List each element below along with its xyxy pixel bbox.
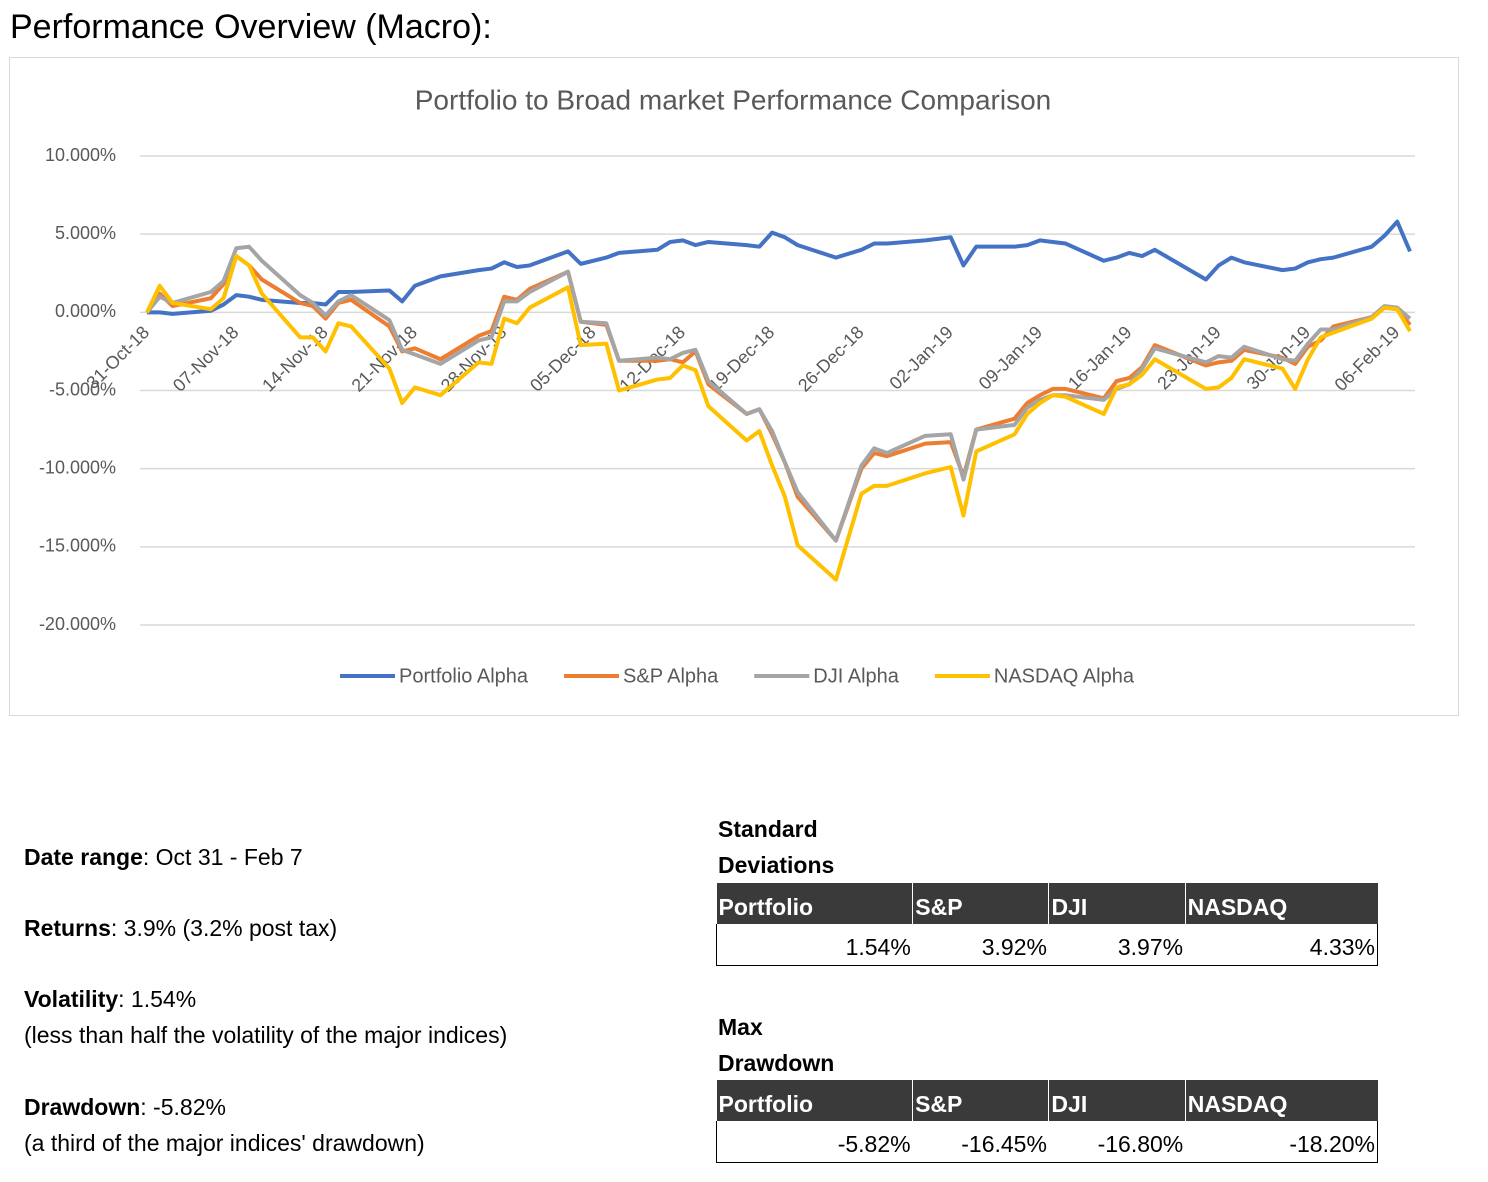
y-tick-label: -20.000% xyxy=(39,614,116,634)
header-row: Portfolio S&P DJI NASDAQ xyxy=(716,1080,1378,1121)
y-tick-label: 10.000% xyxy=(45,145,116,165)
summary-label: Date range xyxy=(24,844,143,870)
y-tick-label: -10.000% xyxy=(39,457,116,477)
table-title: Standard Deviations xyxy=(718,816,835,878)
y-tick-label: -5.000% xyxy=(49,379,116,399)
summary-item: Drawdown: -5.82% (a third of the major in… xyxy=(24,1089,425,1161)
value-row: 1.54% 3.92% 3.97% 4.33% xyxy=(715,924,1379,966)
summary-note: (less than half the volatility of the ma… xyxy=(24,1022,508,1048)
summary-text: : -5.82% xyxy=(140,1094,226,1120)
column-header: DJI xyxy=(1048,1080,1186,1121)
legend-label: S&P Alpha xyxy=(623,665,719,687)
summary-item: Volatility: 1.54% (less than half the vol… xyxy=(24,981,507,1053)
table-cell: -5.82% xyxy=(715,1121,913,1163)
stats-table: Portfolio S&P DJI NASDAQ 1.54% 3.92% 3.97% 4.33… xyxy=(715,883,1379,966)
table-title: Max Drawdown xyxy=(718,1014,835,1076)
y-tick-label: 5.000% xyxy=(55,223,116,243)
series-line xyxy=(147,219,1412,316)
table-cell: 3.97% xyxy=(1048,924,1186,966)
y-tick-label: 0.000% xyxy=(55,301,116,321)
legend-label: Portfolio Alpha xyxy=(399,665,529,687)
summary-text: : Oct 31 - Feb 7 xyxy=(142,844,303,870)
summary-item: Date range: Oct 31 - Feb 7 xyxy=(24,839,303,875)
summary-text: : 1.54% xyxy=(118,986,197,1012)
summary-note: (a third of the major indices' drawdown) xyxy=(24,1130,425,1156)
value-row: -5.82% -16.45% -16.80% -18.20% xyxy=(715,1121,1379,1163)
column-header: Portfolio xyxy=(716,1080,913,1121)
header-row: Portfolio S&P DJI NASDAQ xyxy=(716,883,1378,924)
table-cell: -18.20% xyxy=(1185,1121,1379,1163)
table-cell: 3.92% xyxy=(912,924,1049,966)
summary-text: : 3.9% (3.2% post tax) xyxy=(110,915,338,941)
legend-label: DJI Alpha xyxy=(813,665,899,687)
chart-title: Portfolio to Broad market Performance Co… xyxy=(415,84,1052,115)
summary-label: Volatility xyxy=(24,986,119,1012)
page-title: Performance Overview (Macro): xyxy=(10,8,492,46)
table-cell: 1.54% xyxy=(715,924,913,966)
legend: Portfolio Alpha S&P Alpha DJI Alpha NASDAQ … xyxy=(340,665,1135,687)
column-header: S&P xyxy=(912,1080,1049,1121)
table-cell: 4.33% xyxy=(1185,924,1379,966)
table-cell: -16.80% xyxy=(1048,1121,1186,1163)
column-header: DJI xyxy=(1048,883,1186,924)
chart: Portfolio to Broad market Performance Co… xyxy=(9,57,1459,716)
y-tick-label: -15.000% xyxy=(39,536,116,556)
stats-table: Portfolio S&P DJI NASDAQ -5.82% -16.45% -16.80… xyxy=(715,1080,1379,1163)
series-line xyxy=(145,254,1412,582)
legend-label: NASDAQ Alpha xyxy=(994,665,1135,687)
summary-label: Drawdown xyxy=(24,1094,141,1120)
column-header: S&P xyxy=(912,883,1049,924)
column-header: NASDAQ xyxy=(1184,1080,1378,1121)
column-header: Portfolio xyxy=(716,883,913,924)
series-line xyxy=(145,244,1412,543)
summary-item: Returns: 3.9% (3.2% post tax) xyxy=(24,910,337,946)
summary-label: Returns xyxy=(24,915,111,941)
column-header: NASDAQ xyxy=(1184,883,1378,924)
table-cell: -16.45% xyxy=(912,1121,1049,1163)
